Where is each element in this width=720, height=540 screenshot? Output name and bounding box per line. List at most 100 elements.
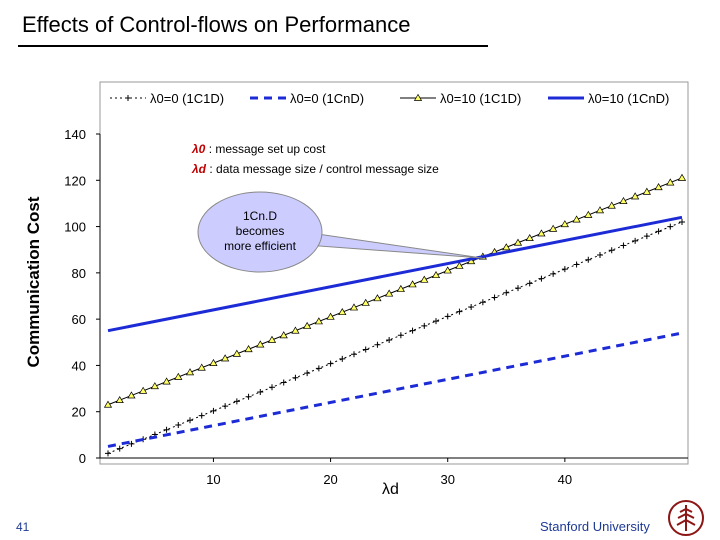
data-point [362,346,369,353]
definitions-annotation: λ0 : message set up cost λd : data messa… [191,142,439,176]
series-line [107,331,683,448]
data-point [361,298,370,306]
data-point [526,280,533,287]
x-tick-label: 20 [323,472,337,487]
data-point [408,280,417,288]
data-point [303,321,312,329]
data-point [619,196,628,204]
data-point [443,266,452,274]
data-point [550,270,557,277]
data-point [677,173,687,181]
y-tick-label: 120 [64,173,86,188]
data-point [560,220,569,228]
y-tick-label: 100 [64,220,86,235]
data-point [667,223,674,230]
svg-text:λ0 : message set up cost: λ0 : message set up cost [191,142,326,156]
data-point [397,332,404,339]
data-point [222,403,229,410]
data-point [245,393,252,400]
legend-item: λ0=0 (1CnD) [250,91,364,106]
y-tick-label: 40 [72,358,86,373]
data-point [396,284,405,292]
data-point [162,377,171,385]
data-point [385,289,394,297]
legend-marker [413,93,423,101]
legend-label: λ0=0 (1CnD) [290,91,364,106]
y-tick-label: 20 [72,405,86,420]
data-point [116,445,123,452]
data-point [185,368,195,376]
data-point [386,337,393,344]
data-point [174,372,183,380]
data-point [326,312,335,320]
data-point [503,289,510,296]
y-tick-label: 80 [72,266,86,281]
title-underline [18,45,488,47]
legend-label: λ0=10 (1CnD) [588,91,669,106]
data-point [314,317,323,325]
series-1 [105,218,685,457]
footer-university: Stanford University [540,519,650,534]
data-point [584,210,593,218]
data-point [595,206,605,214]
stanford-seal-logo [668,500,704,536]
data-point [632,237,639,244]
data-point [233,398,240,405]
data-point [304,370,311,377]
data-point [349,303,359,311]
data-point [139,386,148,394]
x-tick-label: 40 [558,472,572,487]
data-point [339,355,346,362]
data-point [513,238,523,246]
data-point [175,422,182,429]
data-point [572,215,581,223]
data-point [642,187,651,195]
data-point [679,218,685,225]
series-2 [107,331,683,448]
data-point [537,229,546,237]
data-point [127,391,136,399]
legend-marker [125,95,131,101]
data-point [187,417,193,424]
data-point [232,349,241,357]
data-point [502,243,511,251]
data-point [256,340,265,348]
callout-bubble [197,191,323,273]
data-point [351,351,357,358]
data-point [338,308,347,316]
data-point [444,313,451,320]
page-number: 41 [16,520,30,534]
legend: λ0=0 (1C1D) λ0=0 (1CnD) λ0=10 (1C1D) λ0=10 … [110,91,669,106]
data-point [608,247,615,254]
data-point [433,318,439,325]
data-point [279,331,288,339]
lambda0-definition: : message set up cost [205,142,326,156]
data-point [209,358,218,366]
data-point [515,285,521,292]
data-point [105,450,111,457]
data-point [257,388,264,395]
lambdad-symbol: λd [191,162,207,176]
data-point [373,294,382,302]
data-point [291,326,300,334]
data-point [409,327,416,334]
data-point [631,192,640,200]
data-point [198,412,205,419]
lambda0-symbol: λ0 [191,142,206,156]
data-point [491,294,498,301]
svg-text:λd : data message size / contr: λd : data message size / control message… [191,162,439,176]
data-point [468,303,475,310]
data-point [420,275,429,283]
y-tick-label: 0 [79,451,86,466]
data-point [163,426,170,433]
callout-line-2: becomes [236,224,285,238]
data-point [315,365,322,372]
data-point [538,275,545,282]
data-point [267,335,277,343]
data-point [561,266,568,273]
data-point [128,440,135,447]
legend-item: λ0=10 (1CnD) [548,91,669,106]
data-point [210,407,217,414]
data-point [280,379,287,386]
